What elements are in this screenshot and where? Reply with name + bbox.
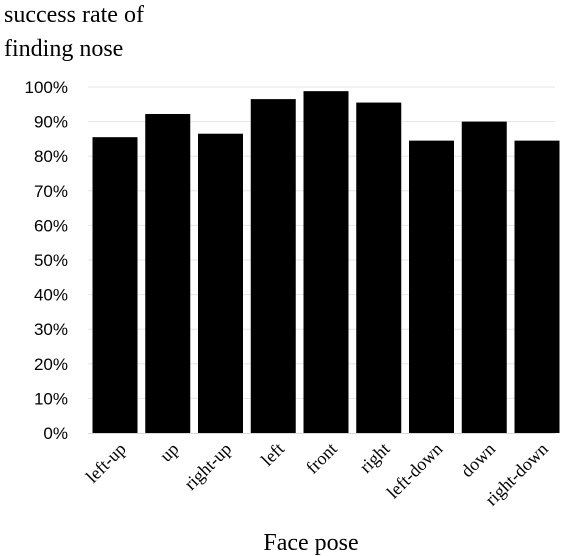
x-tick-label-left-up: left-up	[82, 439, 130, 487]
y-tick-label: 60%	[34, 216, 68, 235]
bar-left	[250, 99, 296, 434]
y-tick-label: 70%	[34, 182, 68, 201]
x-tick-label-left-down: left-down	[383, 439, 447, 503]
x-tick-label-left: left	[257, 439, 288, 470]
bar-right-down	[514, 140, 560, 433]
x-tick-label-front: front	[302, 439, 341, 478]
x-tick-label-right: right	[355, 439, 393, 477]
y-tick-label: 100%	[25, 78, 68, 97]
x-axis-title: Face pose	[263, 530, 358, 556]
bar-left-down	[409, 140, 454, 433]
y-tick-label: 10%	[34, 389, 68, 408]
y-tick-label: 80%	[34, 147, 68, 166]
x-tick-label-down: down	[457, 439, 499, 481]
y-axis-title-line-2: finding nose	[4, 36, 123, 62]
x-tick-label-right-up: right-up	[180, 439, 235, 494]
bar-front	[303, 91, 349, 433]
bar-up	[145, 113, 191, 433]
y-axis-title-line-1: success rate of	[4, 2, 144, 28]
bar-right-up	[198, 133, 243, 433]
bar-down	[461, 121, 507, 433]
y-tick-label: 20%	[34, 355, 68, 374]
bar-left-up	[92, 137, 138, 434]
y-tick-label: 30%	[34, 320, 68, 339]
bars	[92, 91, 560, 434]
y-tick-label: 40%	[34, 286, 68, 305]
y-tick-label: 50%	[34, 251, 68, 270]
y-tick-label: 0%	[43, 424, 68, 443]
bar-right	[356, 102, 402, 433]
y-tick-label: 90%	[34, 113, 68, 132]
x-tick-label-up: up	[156, 439, 183, 466]
y-axis-ticks: 0% 10% 20% 30% 40% 50% 60% 70% 80% 90% 100%	[25, 78, 68, 443]
